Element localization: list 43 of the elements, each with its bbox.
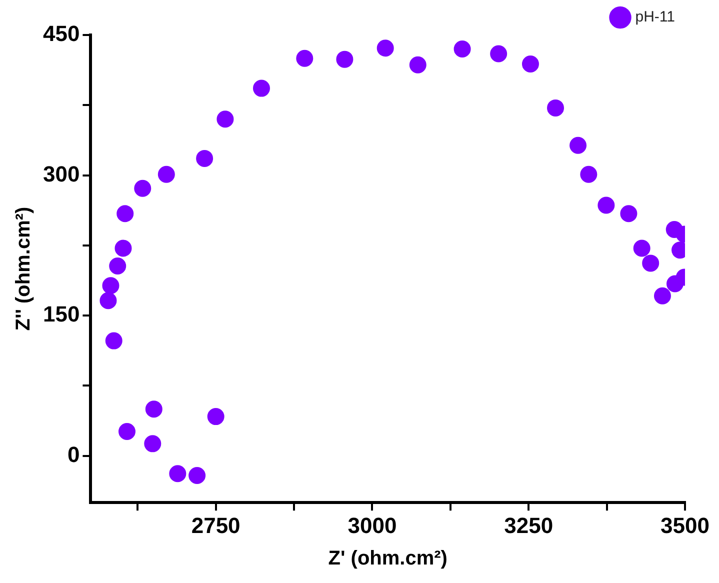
point xyxy=(105,332,122,350)
y-tick-label: 450 xyxy=(42,21,80,46)
point xyxy=(376,40,394,57)
point xyxy=(598,196,615,214)
legend-label: pH-11 xyxy=(635,8,676,26)
point xyxy=(580,166,598,183)
x-tick-label: 3500 xyxy=(660,512,710,538)
point xyxy=(216,110,234,128)
point xyxy=(409,56,426,74)
y-tick-label: 0 xyxy=(67,442,80,467)
point xyxy=(336,50,354,68)
point xyxy=(454,40,471,58)
point xyxy=(633,240,650,257)
point xyxy=(620,205,638,222)
point xyxy=(109,257,126,274)
point xyxy=(169,465,186,482)
point xyxy=(100,292,117,310)
point xyxy=(547,99,564,116)
point xyxy=(118,423,136,440)
point xyxy=(145,400,162,418)
point xyxy=(570,136,587,154)
x-tick-label: 3000 xyxy=(348,512,397,538)
y-axis-title: Z'' (ohm.cm²) xyxy=(12,206,35,331)
point xyxy=(134,180,152,197)
point xyxy=(188,466,206,484)
point xyxy=(196,150,214,167)
point xyxy=(490,45,508,62)
point xyxy=(158,166,175,183)
point xyxy=(207,408,224,426)
point xyxy=(102,277,120,294)
point xyxy=(116,205,134,222)
point xyxy=(522,55,539,72)
point xyxy=(114,240,132,257)
x-tick-label: 3250 xyxy=(504,512,554,538)
point xyxy=(144,435,162,452)
point xyxy=(654,287,671,304)
y-tick-label: 150 xyxy=(42,302,80,327)
point xyxy=(252,80,270,97)
point xyxy=(296,50,314,67)
y-tick-label: 300 xyxy=(42,161,80,186)
x-axis-title: Z' (ohm.cm²) xyxy=(328,548,448,570)
point xyxy=(642,254,660,272)
x-tick-label: 2750 xyxy=(191,512,240,538)
